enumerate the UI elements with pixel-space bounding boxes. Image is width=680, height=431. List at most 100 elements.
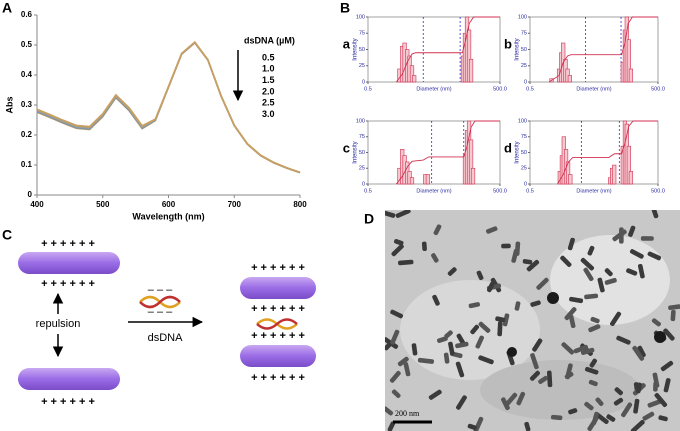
cumulative-line — [395, 120, 500, 185]
nanorod — [619, 227, 624, 244]
legend-label: 3.0 — [262, 109, 275, 119]
nanoparticle — [547, 292, 559, 304]
nanorod — [390, 309, 404, 319]
nanorod — [443, 352, 450, 364]
nanorod — [433, 224, 442, 236]
y-tick-label: 0.3 — [21, 100, 33, 109]
y-tick-label: 50 — [521, 47, 527, 53]
nanorod — [391, 389, 401, 398]
nanorod — [470, 324, 480, 335]
cumulative-line — [395, 16, 500, 83]
charge-row: – – – — [148, 306, 173, 318]
nanorod — [588, 324, 601, 333]
nanorod — [502, 313, 510, 327]
y-tick-label: 0.4 — [21, 70, 33, 79]
nanorod — [514, 301, 521, 311]
nanorod — [589, 358, 598, 368]
nanorod — [564, 371, 574, 380]
bar — [468, 58, 474, 83]
nanorod — [417, 357, 434, 364]
plot-frame — [529, 16, 659, 83]
nanorod — [621, 402, 633, 418]
nanorod — [390, 329, 400, 345]
charge-row: + + + + + + — [251, 372, 305, 384]
nanorod — [397, 356, 409, 367]
nanorod — [584, 366, 599, 375]
x-tick-label: 800 — [293, 200, 307, 209]
nanorod — [240, 277, 316, 299]
subpanel-label: d — [504, 140, 512, 155]
y-axis-label: Intensity — [353, 38, 359, 60]
y-tick-label: 75 — [521, 134, 527, 140]
x-tick-label: 500.0 — [493, 188, 507, 194]
bar — [412, 75, 417, 83]
nanorod — [670, 309, 676, 322]
charge-row: + + + + + + — [41, 238, 95, 250]
nanorod — [456, 395, 467, 410]
data-line — [36, 41, 301, 174]
legend-label: 0.5 — [262, 52, 275, 62]
bar — [567, 75, 572, 83]
nanorod — [387, 421, 396, 431]
nanorod — [668, 304, 680, 311]
x-axis-label: Diameter (nm) — [576, 86, 611, 92]
y-tick-label: 100 — [356, 118, 365, 124]
nanorod — [18, 368, 120, 390]
legend-label: 2.0 — [262, 86, 275, 96]
nanorod — [444, 330, 453, 339]
charge-row: + + + + + + — [251, 330, 305, 342]
nanorod — [560, 255, 572, 267]
y-tick-label: 0.2 — [21, 130, 33, 139]
nanorod — [455, 361, 465, 378]
nanorod — [640, 236, 654, 241]
panel-label: B — [340, 0, 350, 16]
nanorod — [561, 342, 575, 355]
nanorod — [630, 419, 645, 431]
y-tick-label: 0 — [524, 79, 527, 85]
nanorod — [389, 370, 401, 383]
label: repulsion — [36, 318, 81, 330]
y-tick-label: 0 — [362, 79, 365, 85]
nanorod — [467, 423, 477, 431]
y-tick-label: 50 — [521, 150, 527, 156]
nanorod — [604, 277, 617, 285]
data-line — [36, 40, 301, 173]
x-tick-label: 0.5 — [364, 188, 372, 194]
dna-icon — [139, 295, 181, 309]
nanorod — [240, 345, 316, 367]
bar — [628, 68, 634, 83]
plot-frame — [367, 120, 501, 185]
x-axis-label: Diameter (nm) — [416, 86, 451, 92]
nanorod — [595, 412, 609, 425]
nanorod — [628, 225, 636, 237]
nanorod — [660, 360, 674, 372]
y-axis-label: Intensity — [353, 141, 359, 163]
nanorod — [588, 379, 598, 387]
nanorod — [516, 391, 526, 406]
nanoparticle — [507, 347, 517, 357]
micrograph — [385, 210, 680, 431]
y-tick-label: 50 — [359, 47, 365, 53]
nanorod — [447, 267, 457, 276]
nanorod — [391, 244, 404, 257]
nanorod — [587, 416, 599, 431]
y-tick-label: 25 — [521, 166, 527, 172]
cumulative-line — [548, 16, 658, 83]
nanorod — [658, 415, 668, 422]
nanorod — [475, 335, 484, 349]
y-axis-label: Intensity — [515, 38, 521, 60]
nanorod — [663, 328, 675, 341]
nanorod — [584, 401, 594, 411]
nanorod — [595, 397, 604, 407]
nanorod — [393, 239, 404, 246]
panel-label: C — [2, 227, 12, 243]
nanorod — [428, 389, 442, 400]
nanoparticle — [654, 331, 666, 343]
y-tick-label: 100 — [356, 14, 365, 20]
charge-row: + + + + + + — [251, 303, 305, 315]
legend-label: 2.5 — [262, 98, 275, 108]
nanorod — [546, 370, 553, 388]
plot-frame — [529, 120, 659, 185]
nanorod — [486, 226, 498, 234]
